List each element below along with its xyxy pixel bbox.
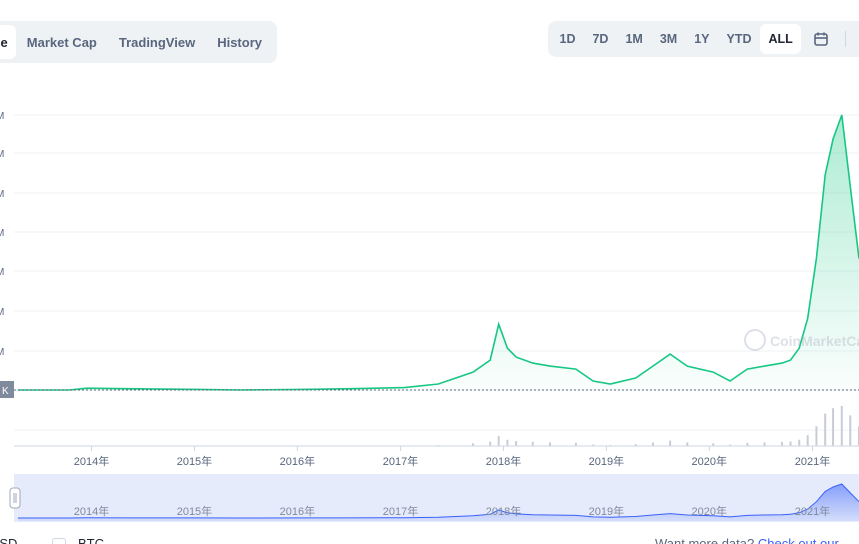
navigator-tick-label: 2019年 (589, 504, 624, 518)
volume-bar (781, 441, 784, 446)
tab-price[interactable]: ce (0, 25, 16, 59)
y-tick-label: M (0, 189, 4, 200)
volume-bar (763, 442, 766, 446)
navigator-tick-label: 2017年 (383, 504, 418, 518)
volume-bar (815, 426, 818, 446)
volume-bar (548, 442, 551, 446)
range-1m[interactable]: 1M (625, 32, 643, 46)
btc-label: BTC (78, 536, 104, 544)
volume-bar (634, 444, 637, 446)
x-tick-label: 2018年 (486, 454, 521, 468)
range-7d[interactable]: 7D (592, 32, 609, 46)
volume-bar (789, 441, 792, 446)
volume-bars (437, 406, 859, 446)
x-tick-label: 2014年 (74, 454, 109, 468)
volume-bar (712, 443, 715, 446)
volume-bar (531, 441, 534, 446)
price-area (17, 115, 859, 390)
more-data-text: Want more data? Check out our (655, 536, 839, 544)
navigator-ticks: 2014年 2015年 2016年 2017年 2018年 2019年 2020年 2021年 (74, 504, 830, 518)
coinmarketcap-logo-icon (744, 329, 766, 351)
navigator-background[interactable] (14, 474, 859, 522)
tab-history[interactable]: History (217, 34, 262, 50)
y-tick-label: M (0, 228, 4, 239)
navigator-line (17, 483, 859, 519)
chart-grid (14, 114, 859, 431)
volume-bar (497, 436, 500, 446)
x-axis-ticks: 2014年 2015年 2016年 2017年 2018年 2019年 2020年 2021年 (74, 446, 830, 468)
watermark: CoinMarketCap (744, 329, 859, 351)
current-price-tag (0, 381, 14, 398)
volume-bar (515, 441, 518, 446)
volume-bar (592, 444, 595, 446)
more-data-link[interactable]: Check out our (757, 536, 839, 544)
volume-bar (840, 406, 843, 446)
navigator-tick-label: 2014年 (74, 504, 109, 518)
chart-type-tabs: ce Market Cap TradingView History (0, 21, 277, 63)
volume-bar (849, 415, 852, 446)
x-tick-label: 2019年 (589, 454, 624, 468)
volume-bar (798, 439, 801, 446)
range-ytd[interactable]: YTD (726, 32, 752, 46)
x-tick-label: 2020年 (692, 454, 727, 468)
volume-bar (746, 442, 749, 446)
volume-bar (806, 435, 809, 446)
price-line (17, 114, 859, 391)
volume-bar (574, 442, 577, 446)
volume-bar (824, 413, 827, 446)
current-price-label: K (2, 386, 9, 397)
y-tick-label: M (0, 307, 4, 318)
x-tick-label: 2017年 (383, 454, 418, 468)
range-all[interactable]: ALL (760, 24, 802, 54)
toolbar-divider (845, 31, 847, 47)
calendar-icon[interactable] (801, 24, 841, 54)
tab-tradingview[interactable]: TradingView (118, 34, 196, 50)
y-tick-label: M (0, 267, 4, 278)
y-tick-label: M (0, 111, 4, 122)
watermark-text: CoinMarketCap (770, 333, 859, 349)
volume-bar (669, 440, 672, 446)
x-tick-label: 2016年 (280, 454, 315, 468)
navigator-tick-label: 2016年 (280, 504, 315, 518)
x-tick-label: 2015年 (177, 454, 212, 468)
drag-handle-icon[interactable] (9, 487, 21, 509)
volume-bar (729, 444, 732, 446)
volume-bar (472, 443, 475, 446)
navigator-tick-label: 2018年 (486, 504, 521, 518)
volume-bar (686, 442, 689, 446)
y-axis-ticks: M M M M M M M (0, 111, 4, 358)
x-tick-label: 2021年 (795, 454, 830, 468)
range-1d[interactable]: 1D (559, 32, 576, 46)
btc-checkbox[interactable] (52, 538, 66, 544)
volume-bar (506, 439, 509, 446)
range-1y[interactable]: 1Y (694, 32, 710, 46)
tab-market-cap[interactable]: Market Cap (26, 34, 97, 50)
navigator-tick-label: 2015年 (177, 504, 212, 518)
currency-label: USD (0, 536, 18, 544)
navigator-area (17, 484, 859, 521)
y-tick-label: M (0, 347, 4, 358)
time-range-tabs: 1D 7D 1M 3M 1Y YTD ALL (548, 21, 859, 57)
navigator-tick-label: 2021年 (795, 504, 830, 518)
volume-bar (489, 441, 492, 446)
volume-bar (832, 408, 835, 446)
volume-bar (651, 442, 654, 446)
y-tick-label: M (0, 149, 4, 160)
navigator-tick-label: 2020年 (692, 504, 727, 518)
range-3m[interactable]: 3M (659, 32, 678, 46)
